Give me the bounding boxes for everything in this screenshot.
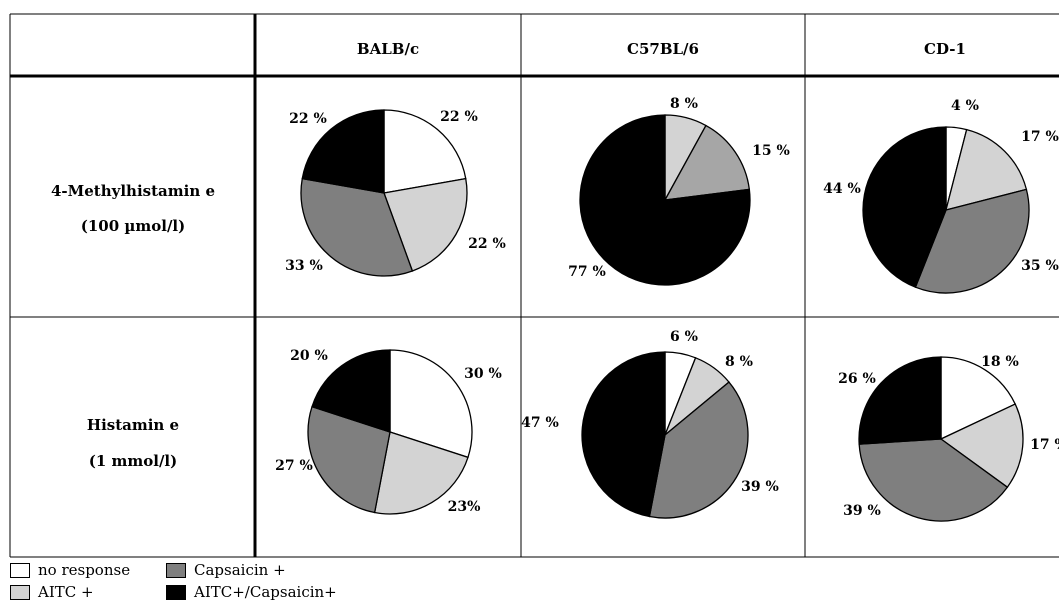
pie-slice-aitc- (383, 177, 468, 272)
pie-slice-capsaicin- (858, 438, 1009, 522)
pie-slice-aitc- (939, 403, 1024, 489)
pie-slice-other (663, 124, 751, 201)
legend-label: AITC + (38, 583, 94, 601)
column-headers: BALB/c C57BL/6 CD-1 (357, 40, 966, 58)
pie-data-label: 33 % (285, 258, 323, 274)
legend-swatch-black (166, 585, 186, 600)
pie-data-label: 22 % (289, 111, 327, 127)
pie-slice-aitc-capsaicin- (581, 351, 666, 518)
pie-slice-no-response (940, 356, 1017, 441)
pie-data-label: 23% (448, 499, 481, 515)
legend-swatch-light-gray (10, 585, 30, 600)
legend-label: no response (38, 561, 131, 579)
pie-slice-aitc-capsaicin- (862, 126, 947, 289)
pie-slice-aitc-capsaicin- (858, 356, 942, 445)
pie-data-label: 6 % (670, 329, 698, 345)
pie-data-label: 15 % (752, 143, 790, 159)
column-header-cd1: CD-1 (924, 40, 966, 58)
pie-data-label: 26 % (838, 371, 876, 387)
row-header-histamine: Histamin e (87, 416, 179, 434)
pie-data-label: 27 % (275, 458, 313, 474)
row-header-methylhistamine: 4-Methylhistamin e (51, 182, 215, 200)
pie-slice-no-response (389, 349, 473, 459)
pie-data-label: 22 % (440, 109, 478, 125)
pie-data-label: 22 % (468, 236, 506, 252)
pie-slice-aitc-capsaicin- (301, 109, 385, 194)
legend-swatch-dark-gray (166, 563, 186, 578)
pie-data-label: 77 % (568, 264, 606, 280)
pie-data-label: 35 % (1021, 258, 1059, 274)
pie-data-label: 44 % (823, 181, 861, 197)
row-header-histamine-conc: (1 mmol/l) (89, 452, 177, 470)
pie-data-label: 17 % (1021, 129, 1059, 145)
legend-label: AITC+/Capsaicin+ (194, 583, 337, 601)
pie-slice-capsaicin- (300, 177, 414, 277)
pie-data-label: 8 % (725, 354, 753, 370)
pie-data-label: 18 % (981, 354, 1019, 370)
pie-data-label: 8 % (670, 96, 698, 112)
pie-data-label: 30 % (464, 366, 502, 382)
pie-slice-aitc-capsaicin- (311, 349, 391, 433)
pie-slice-no-response (383, 109, 467, 194)
legend-label: Capsaicin + (194, 561, 286, 579)
legend-swatch-white (10, 563, 30, 578)
row-headers: 4-Methylhistamin e (100 µmol/l) Histamin… (51, 182, 215, 470)
pie-charts: 22 % 22 % 33 % 22 % 8 % 15 % 77 % 4 % 17 % 35 % 44… (275, 96, 1059, 522)
pie-slice-aitc- (945, 128, 1028, 211)
column-header-balbc: BALB/c (357, 40, 419, 58)
pie-data-label: 39 % (843, 503, 881, 519)
pie-data-label: 17 % (1030, 437, 1059, 453)
pie-data-label: 47 % (521, 415, 559, 431)
pie-data-label: 39 % (741, 479, 779, 495)
column-header-c57bl6: C57BL/6 (627, 40, 699, 58)
pie-slice-capsaicin- (307, 405, 391, 514)
row-header-methylhistamine-conc: (100 µmol/l) (81, 217, 185, 235)
pie-slice-capsaicin- (914, 188, 1030, 294)
pie-slice-aitc-capsaicin- (579, 114, 751, 286)
table-grid (9, 13, 1059, 558)
pie-slice-aitc- (373, 431, 469, 515)
pie-data-label: 20 % (290, 348, 328, 364)
pie-slice-capsaicin- (648, 381, 749, 519)
pie-data-label: 4 % (951, 98, 979, 114)
